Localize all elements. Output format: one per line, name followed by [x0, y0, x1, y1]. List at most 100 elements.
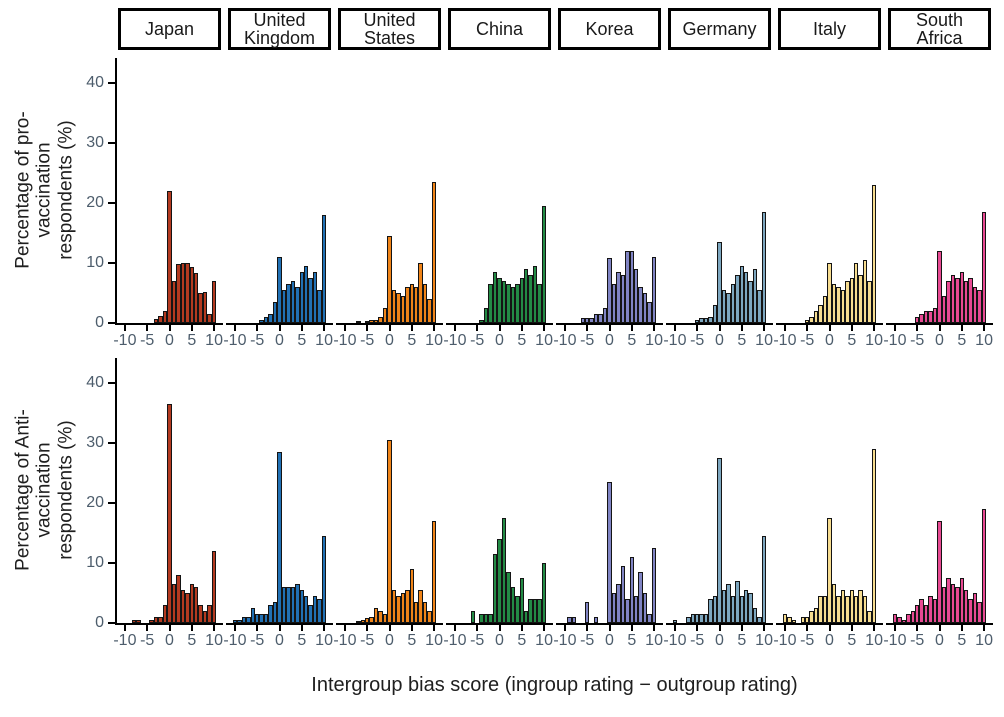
histogram-bar [532, 266, 538, 323]
x-tick-mark [498, 625, 501, 631]
histogram-bar [726, 584, 731, 623]
histogram-bar [510, 587, 516, 623]
histogram-bar [703, 614, 709, 623]
histogram-bar [602, 308, 608, 323]
histogram-bar [914, 317, 920, 323]
facet-strip-china: China [448, 8, 551, 50]
histogram-bar [937, 521, 942, 623]
histogram-bar [422, 284, 428, 323]
histogram-bar [391, 290, 397, 323]
x-axis-line [556, 623, 663, 625]
histogram-bar [510, 287, 516, 323]
x-axis-line [776, 323, 883, 325]
x-tick-label: -5 [690, 632, 705, 649]
histogram-bar [162, 311, 168, 323]
x-tick-label: 5 [737, 332, 747, 349]
histogram-bar [304, 596, 309, 623]
histogram-bar [405, 287, 410, 323]
histogram-bar [180, 263, 186, 323]
histogram-bar [836, 596, 841, 623]
x-tick-mark [673, 625, 676, 631]
histogram-bar [739, 266, 744, 323]
x-tick-mark [873, 625, 876, 631]
histogram-bar [427, 299, 432, 323]
histogram-bar [524, 269, 529, 323]
histogram-bar [712, 305, 718, 323]
histogram-bar [396, 596, 401, 623]
x-axis-line [666, 623, 773, 625]
histogram-bar [198, 605, 203, 623]
x-tick-label: 0 [605, 332, 614, 349]
histogram-bar [241, 617, 247, 623]
histogram-bar [625, 251, 630, 323]
x-tick-label: -10 [883, 632, 907, 649]
histogram-bar [712, 596, 718, 623]
x-tick-label: -5 [800, 632, 815, 649]
histogram-bar [845, 281, 850, 323]
x-tick-label: 0 [825, 332, 834, 349]
histogram-bar [787, 617, 792, 623]
x-tick-label: -10 [443, 332, 467, 349]
x-tick-label: 0 [935, 632, 944, 649]
x-tick-mark [563, 325, 566, 331]
histogram-bar [827, 263, 832, 323]
x-tick-mark [653, 325, 656, 331]
x-tick-label: 5 [187, 332, 197, 349]
x-tick-mark [168, 625, 171, 631]
facet-strip-germany: Germany [668, 8, 771, 50]
histogram-bar [479, 614, 484, 623]
x-tick-mark [256, 625, 259, 631]
histogram-bar [321, 536, 327, 623]
histogram-panel-united-states-pro: -10 -5 0 5 10 [333, 58, 443, 349]
histogram-bar [919, 599, 924, 623]
histogram-bar [946, 578, 951, 623]
x-axis-line [886, 623, 993, 625]
histogram-bar [246, 617, 251, 623]
x-tick-mark [763, 325, 766, 331]
x-tick-mark [696, 625, 699, 631]
histogram-bar [964, 281, 969, 323]
y-tick-label: 40 [86, 74, 104, 91]
histogram-bar [506, 572, 511, 623]
histogram-bar [818, 596, 823, 623]
x-tick-label: 0 [495, 632, 504, 649]
x-tick-label: 0 [715, 332, 724, 349]
x-tick-mark [190, 325, 193, 331]
histogram-bar [541, 206, 547, 323]
x-tick-mark [520, 325, 523, 331]
histogram-bar [708, 317, 713, 323]
x-tick-label: 0 [165, 332, 174, 349]
histogram-bar [431, 182, 437, 323]
x-tick-label: 0 [495, 332, 504, 349]
x-tick-label: 10 [645, 632, 663, 649]
x-axis-line [336, 323, 443, 325]
histogram-bar [211, 281, 217, 323]
histogram-bar [515, 284, 520, 323]
histogram-bar [717, 458, 722, 623]
histogram-bar [827, 518, 832, 623]
histogram-bar [131, 620, 137, 623]
histogram-bar [959, 272, 964, 323]
histogram-bar [651, 548, 657, 623]
x-tick-mark [410, 325, 413, 331]
histogram-bar [858, 590, 863, 623]
x-tick-mark [123, 325, 126, 331]
x-tick-mark [718, 325, 721, 331]
histogram-bar [405, 590, 410, 623]
histogram-bar [259, 320, 264, 323]
histogram-bar [259, 614, 264, 623]
x-tick-label: 5 [627, 332, 637, 349]
histogram-bar [528, 275, 533, 323]
x-tick-mark [543, 325, 546, 331]
x-tick-mark [630, 325, 633, 331]
histogram-bar [308, 605, 313, 623]
x-tick-label: -5 [580, 632, 595, 649]
histogram-bar [721, 290, 727, 323]
x-tick-mark [740, 325, 743, 331]
histogram-bar [382, 308, 388, 323]
histogram-bar [567, 617, 572, 623]
histogram-bar [360, 620, 365, 623]
histogram-bar [757, 617, 762, 623]
x-tick-label: -10 [333, 332, 357, 349]
histogram-bar [378, 611, 383, 623]
